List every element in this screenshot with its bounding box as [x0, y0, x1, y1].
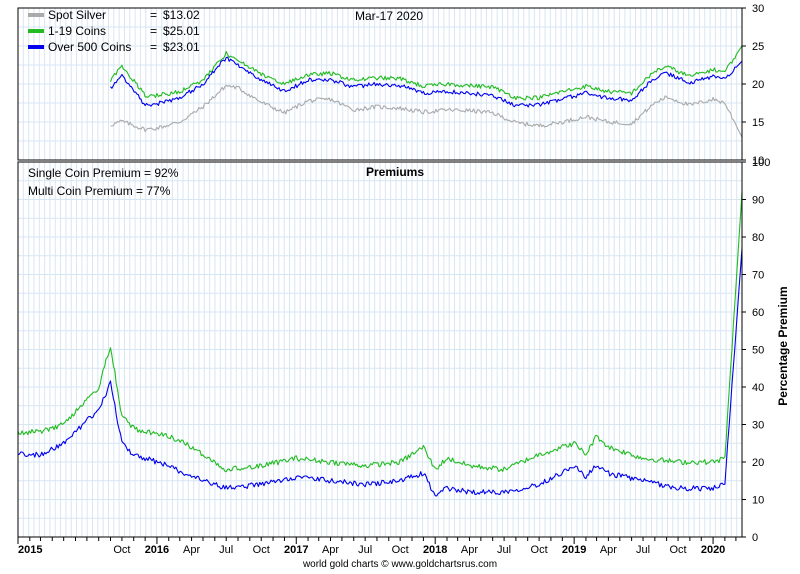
single-coin-premium-annotation: Single Coin Premium = 92% — [28, 166, 179, 180]
premium-ytick-label: 0 — [752, 532, 758, 544]
x-axis-label: Oct — [113, 544, 130, 556]
legend-value: $23.01 — [163, 40, 200, 54]
footer-credit: world gold charts © www.goldchartsrus.co… — [302, 559, 497, 570]
legend-value: $25.01 — [163, 24, 200, 38]
x-axis-label: 2018 — [423, 544, 447, 556]
legend-series-name: Spot Silver — [48, 8, 106, 22]
x-axis-label: Jul — [636, 544, 650, 556]
premium-ytick-label: 100 — [752, 157, 770, 169]
premium-ytick-label: 60 — [752, 307, 764, 319]
x-axis-label: Jul — [497, 544, 511, 556]
x-axis-label: Jul — [219, 544, 233, 556]
premium-ytick-label: 30 — [752, 420, 764, 432]
premium-ytick-label: 80 — [752, 232, 764, 244]
legend-value: $13.02 — [163, 8, 200, 22]
legend-equals: = — [150, 40, 157, 54]
legend-equals: = — [150, 8, 157, 22]
price-ytick-label: 30 — [752, 3, 764, 15]
price-ytick-label: 25 — [752, 41, 764, 53]
premium-ytick-label: 50 — [752, 345, 764, 357]
x-axis-label: 2019 — [562, 544, 586, 556]
premium-ytick-label: 70 — [752, 270, 764, 282]
x-axis-label: 2015 — [18, 544, 42, 556]
premium-ytick-label: 20 — [752, 457, 764, 469]
x-axis-label: Oct — [392, 544, 409, 556]
grid-layer — [18, 7, 742, 538]
price-series-spot-silver — [110, 84, 743, 138]
legend-equals: = — [150, 24, 157, 38]
price-series-over-500-coins — [110, 56, 743, 108]
x-axis-label: Oct — [669, 544, 686, 556]
premium-series-multi-coin-premium — [17, 248, 743, 497]
price-ytick-label: 15 — [752, 117, 764, 129]
price-ytick-label: 10 — [752, 155, 764, 167]
legend-series-name: Over 500 Coins — [48, 40, 131, 54]
price-ytick-label: 20 — [752, 79, 764, 91]
legend-series-name: 1-19 Coins — [48, 24, 106, 38]
tick-layer: 10 15 20 25 30 0 10 20 30 40 50 60 70 80 90 100 2015 Oct 2… — [17, 3, 770, 556]
multi-coin-premium-annotation: Multi Coin Premium = 77% — [28, 184, 171, 198]
x-axis-label: Apr — [600, 544, 617, 556]
x-axis-label: 2020 — [701, 544, 725, 556]
price-series-1-19-coins — [109, 45, 743, 101]
premium-ytick-label: 90 — [752, 195, 764, 207]
premium-series-single-coin-premium — [17, 191, 743, 473]
x-axis-label: 2017 — [284, 544, 308, 556]
premium-ytick-label: 10 — [752, 495, 764, 507]
x-axis-label: 2016 — [145, 544, 169, 556]
premiums-title: Premiums — [366, 165, 424, 179]
x-axis-label: Apr — [461, 544, 478, 556]
x-axis-label: Oct — [253, 544, 270, 556]
x-axis-label: Oct — [531, 544, 548, 556]
series-layer — [17, 45, 743, 497]
x-axis-label: Apr — [183, 544, 200, 556]
premium-y-axis-label: Percentage Premium — [776, 286, 790, 405]
price-date-label: Mar-17 2020 — [355, 9, 423, 23]
legend-layer: Spot Silver = $13.02 1-19 Coins = $25.01 Over … — [28, 8, 200, 54]
x-axis-label: Jul — [358, 544, 372, 556]
x-axis-label: Apr — [322, 544, 339, 556]
premium-ytick-label: 40 — [752, 382, 764, 394]
